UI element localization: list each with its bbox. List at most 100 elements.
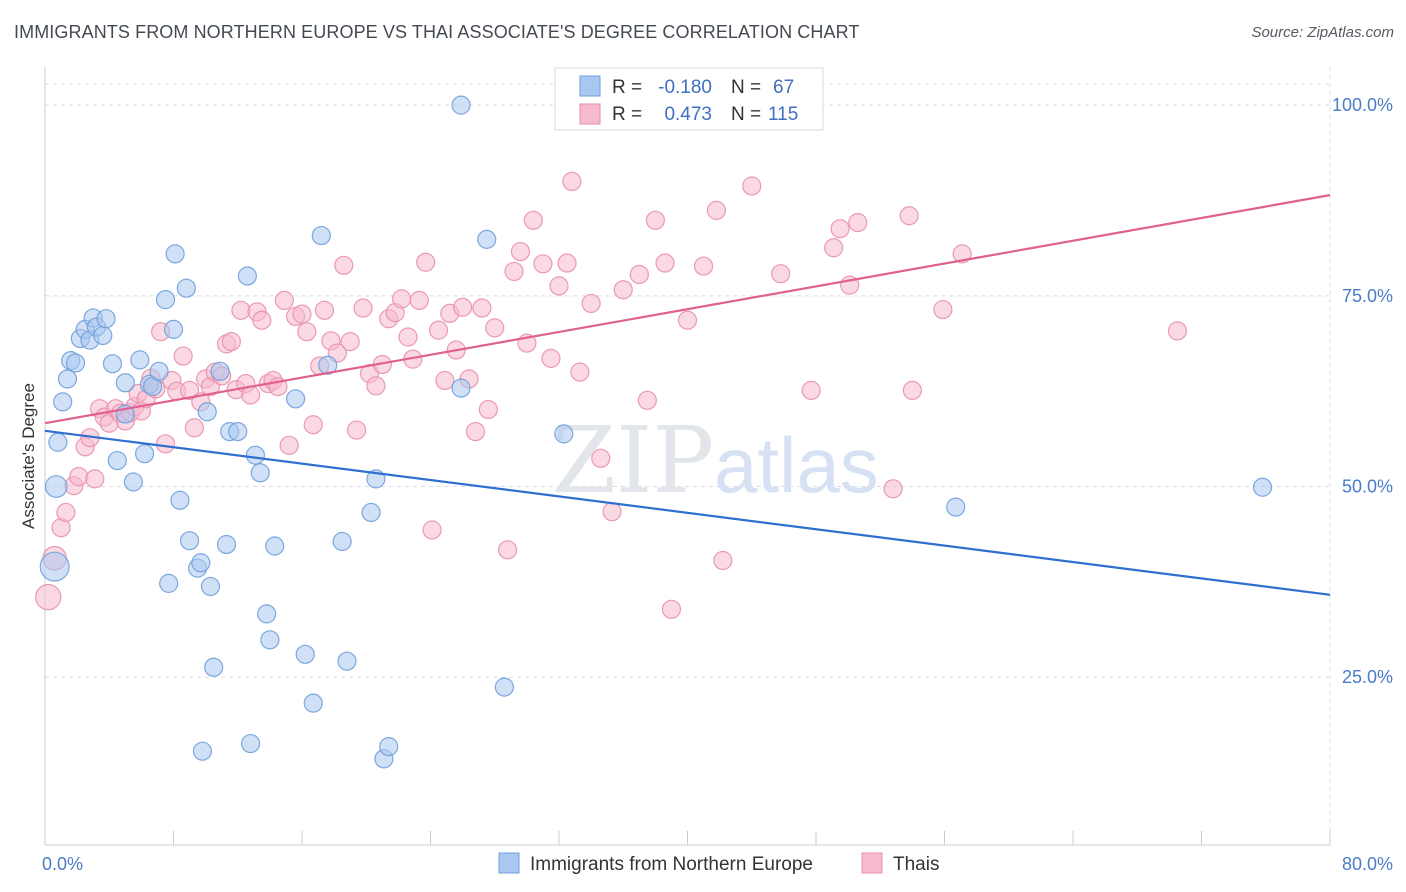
thais-point-41 — [252, 310, 272, 330]
thais-point-69 — [422, 520, 442, 540]
legend-r-value-blue: -0.180 — [658, 77, 712, 98]
thais-point-46 — [279, 435, 299, 455]
thais-trend-line — [44, 194, 1331, 425]
immigrants-point-63 — [554, 424, 574, 444]
thais-point-57 — [347, 420, 367, 440]
thais-point-84 — [523, 210, 543, 230]
thais-point-115 — [952, 244, 972, 264]
legend-n-value-blue: 67 — [773, 77, 794, 98]
immigrants-point-24 — [155, 290, 176, 310]
chart-title: IMMIGRANTS FROM NORTHERN EUROPE VS THAI … — [14, 22, 860, 42]
y-tick-label-0: 25.0% — [1342, 667, 1393, 687]
thais-point-3 — [56, 502, 76, 523]
legend: R = -0.180 N = 67 R = 0.473 N = 115 — [554, 67, 824, 131]
immigrants-point-19 — [130, 350, 150, 370]
thais-point-96 — [637, 390, 657, 410]
immigrants-point-13 — [96, 309, 116, 329]
legend-n-value-pink: 115 — [768, 104, 798, 125]
immigrants-point-44 — [250, 463, 270, 483]
thais-point-68 — [416, 252, 436, 272]
thais-point-89 — [562, 171, 582, 192]
thais-point-92 — [591, 448, 611, 468]
thais-point-81 — [504, 261, 524, 282]
immigrants-point-42 — [241, 733, 261, 754]
thais-point-65 — [398, 327, 418, 347]
bottom-legend-swatch-blue — [498, 852, 520, 874]
thais-point-77 — [472, 298, 492, 318]
immigrants-point-37 — [210, 361, 230, 381]
thais-point-23 — [155, 434, 176, 454]
bottom-legend-swatch-pink — [861, 852, 883, 874]
thais-point-49 — [297, 322, 317, 342]
immigrants-point-20 — [134, 444, 155, 464]
bottom-legend-label-pink: Thais — [893, 854, 939, 875]
thais-point-90 — [570, 362, 590, 382]
y-tick-label-1: 50.0% — [1342, 477, 1393, 497]
immigrants-point-45 — [257, 604, 277, 624]
thais-point-78 — [478, 399, 498, 420]
immigrants-point-6 — [65, 353, 86, 373]
thais-point-48 — [292, 304, 312, 324]
legend-r-value-pink: 0.473 — [664, 104, 712, 125]
thais-point-95 — [629, 264, 649, 285]
immigrants-point-58 — [379, 737, 399, 757]
bottom-legend-label-blue: Immigrants from Northern Europe — [530, 854, 813, 875]
immigrants-point-53 — [332, 531, 352, 552]
immigrants-point-52 — [318, 355, 338, 375]
immigrants-point-46 — [260, 630, 280, 650]
immigrants-point-15 — [107, 450, 127, 471]
y-tick-label-3: 100.0% — [1332, 95, 1393, 115]
immigrants-point-43 — [245, 445, 266, 465]
thais-point-105 — [771, 264, 791, 284]
immigrants-point-18 — [123, 472, 143, 492]
immigrants-point-14 — [102, 354, 123, 374]
immigrants-point-1 — [44, 475, 68, 498]
thais-point-85 — [533, 254, 553, 274]
tick-labels: 25.0% 50.0% 75.0% 100.0% 0.0% 80.0% — [42, 95, 1393, 874]
immigrants-point-48 — [285, 389, 306, 409]
thais-point-5 — [69, 466, 89, 487]
immigrants-point-26 — [163, 319, 184, 339]
thais-point-97 — [645, 210, 665, 230]
immigrants-point-25 — [159, 573, 179, 593]
x-tick-label-1: 80.0% — [1342, 854, 1393, 874]
thais-point-101 — [693, 256, 714, 276]
thais-point-52 — [314, 300, 335, 320]
thais-point-93 — [602, 502, 622, 522]
thais-point-26 — [173, 346, 193, 366]
thais-point-110 — [848, 213, 868, 233]
immigrants-point-3 — [53, 392, 73, 412]
thais-point-106 — [801, 380, 821, 401]
y-axis-label: Associate's Degree — [19, 383, 38, 529]
thais-point-55 — [334, 255, 354, 275]
thais-point-99 — [661, 599, 682, 619]
thais-point-58 — [353, 298, 373, 318]
thais-point-100 — [677, 310, 698, 330]
thais-points — [35, 171, 1188, 619]
thais-point-102 — [706, 200, 727, 220]
thais-point-112 — [899, 206, 919, 226]
thais-point-56 — [340, 331, 360, 352]
x-tick-label-0: 0.0% — [42, 854, 83, 874]
axes — [44, 67, 1331, 846]
immigrants-point-51 — [311, 225, 331, 246]
y-tick-label-2: 75.0% — [1342, 286, 1393, 306]
thais-point-98 — [655, 253, 675, 273]
watermark-atlas: atlas — [714, 421, 879, 509]
thais-point-82 — [510, 241, 531, 262]
immigrants-point-0 — [39, 551, 70, 582]
immigrants-point-27 — [165, 244, 185, 264]
immigrants-point-30 — [179, 531, 200, 551]
legend-swatch-pink — [579, 103, 601, 125]
thais-point-88 — [557, 253, 577, 273]
thais-point-107 — [824, 238, 844, 258]
source-label: Source: ZipAtlas.com — [1251, 24, 1394, 41]
thais-point-71 — [435, 370, 455, 391]
immigrants-point-62 — [494, 677, 514, 697]
watermark-zip: ZIP — [552, 407, 714, 514]
immigrants-point-61 — [477, 229, 497, 249]
thais-point-64 — [391, 289, 412, 309]
thais-point-50 — [303, 415, 323, 435]
immigrants-point-36 — [204, 657, 224, 677]
